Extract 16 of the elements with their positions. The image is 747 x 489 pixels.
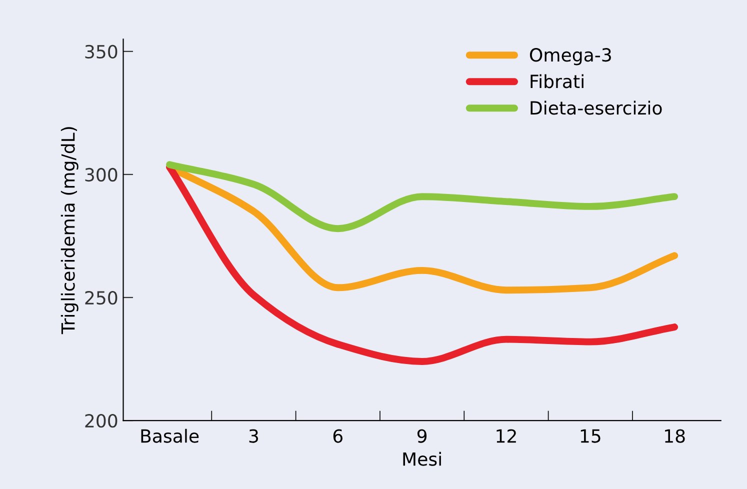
y-tick-label: 350	[85, 44, 118, 59]
x-tick-label: Basale	[141, 428, 199, 443]
x-tick-label: 9	[417, 429, 427, 443]
y-axis-title: Trigliceridemia (mg/dL)	[60, 127, 78, 334]
x-tick-label: 15	[580, 429, 600, 443]
y-tick-label: 300	[85, 168, 118, 182]
x-tick-label: 3	[249, 429, 258, 443]
x-tick-label: 6	[333, 429, 342, 443]
x-tick-label: 18	[665, 429, 685, 443]
legend-label: Dieta-esercizio	[530, 100, 662, 115]
x-tick-label: 12	[496, 429, 516, 443]
x-axis-title: Mesi	[403, 452, 441, 466]
legend-label: Fibrati	[530, 74, 584, 88]
y-tick-label: 250	[85, 290, 118, 305]
legend-label: Omega-3	[530, 48, 611, 66]
y-tick-label: 200	[85, 414, 118, 428]
